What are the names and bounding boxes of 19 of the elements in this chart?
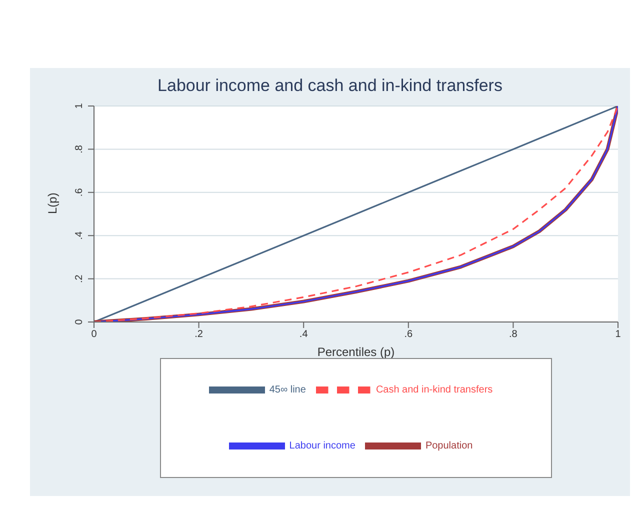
- y-axis-title: L(p): [45, 192, 60, 214]
- y-tick-label: .2: [74, 274, 85, 283]
- x-tick-label: 0: [91, 329, 98, 340]
- y-tick-label: .8: [74, 144, 85, 154]
- x-tick-label: 1: [615, 329, 622, 340]
- y-tick-label: 0: [74, 318, 85, 325]
- x-tick-label: .6: [404, 329, 414, 340]
- y-tick-label: .6: [74, 188, 85, 197]
- text: Population: [425, 440, 473, 452]
- text: Labour income: [289, 440, 356, 452]
- x-tick-label: .4: [299, 329, 308, 340]
- y-tick-label: .4: [74, 230, 85, 240]
- x-axis-title: Percentiles (p): [317, 345, 395, 359]
- x-tick-label: .8: [509, 329, 518, 340]
- y-tick-label: 1: [74, 102, 85, 109]
- text: 45∞ line: [269, 384, 306, 396]
- chart-title: Labour income and cash and in-kind transfers: [156, 76, 504, 96]
- text: Cash and in-kind transfers: [376, 384, 493, 396]
- x-tick-label: .2: [194, 329, 204, 340]
